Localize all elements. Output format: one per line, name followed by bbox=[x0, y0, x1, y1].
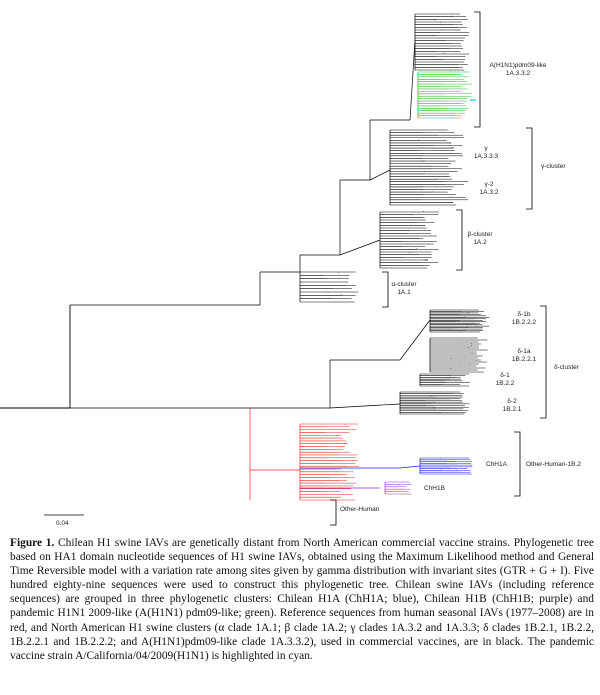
chh1a-link bbox=[399, 465, 421, 469]
label-delta1b: δ-1b 1B.2.2.2 bbox=[512, 311, 537, 326]
label-gamma2: γ-2 1A.3.2 bbox=[480, 181, 499, 196]
label-delta1: δ-1 1B.2.2 bbox=[496, 372, 515, 387]
scale-label: 0.04 bbox=[56, 520, 69, 527]
delta2-link bbox=[329, 403, 401, 409]
gamma-link bbox=[369, 169, 391, 181]
label-other-human-1b2: Other-Human-1B.2 bbox=[526, 461, 581, 468]
phylogenetic-tree-figure: A(H1N1)pdm09-like 1A.3.3.2 γ 1A.3.3.3 γ-2 1… bbox=[0, 11, 581, 527]
label-alpha: α-cluster 1A.1 bbox=[391, 281, 417, 296]
tree-branches bbox=[0, 13, 490, 501]
bracket-alpha bbox=[382, 271, 389, 308]
caption-label: Figure 1. bbox=[10, 537, 55, 549]
bracket-other-human-1b2 bbox=[514, 431, 521, 497]
label-chh1b: ChH1B bbox=[424, 485, 445, 492]
bracket-other-human bbox=[330, 499, 337, 526]
label-gamma: γ 1A.3.3.3 bbox=[474, 145, 499, 160]
label-beta: β-cluster 1A.2 bbox=[467, 231, 493, 246]
label-chh1a: ChH1A bbox=[486, 461, 508, 468]
clade-labels: A(H1N1)pdm09-like 1A.3.3.2 γ 1A.3.3.3 γ-2 1… bbox=[56, 62, 581, 527]
bracket-beta bbox=[456, 209, 463, 271]
phylogenetic-tree: A(H1N1)pdm09-like 1A.3.3.2 γ 1A.3.3.3 γ-2 1… bbox=[0, 11, 581, 527]
label-pdm09: A(H1N1)pdm09-like 1A.3.3.2 bbox=[489, 62, 546, 77]
bracket-delta-cluster bbox=[540, 305, 547, 419]
label-delta2: δ-2 1B.2.1 bbox=[503, 398, 522, 413]
caption-text: Chilean H1 swine IAVs are genetically di… bbox=[10, 537, 594, 662]
delta1-link bbox=[399, 319, 431, 361]
bracket-pdm09 bbox=[474, 11, 481, 128]
figure-caption: Figure 1. Chilean H1 swine IAVs are gene… bbox=[10, 536, 594, 663]
label-other-human: Other-Human bbox=[340, 506, 380, 513]
beta-link bbox=[339, 239, 381, 256]
label-gamma-cluster: γ-cluster bbox=[541, 163, 566, 170]
label-delta1a: δ-1a 1B.2.2.1 bbox=[512, 348, 537, 363]
bracket-gamma-cluster bbox=[526, 127, 533, 210]
pdm-link bbox=[409, 39, 416, 121]
clade-brackets bbox=[44, 11, 547, 526]
label-delta-cluster: δ-cluster bbox=[554, 364, 580, 371]
